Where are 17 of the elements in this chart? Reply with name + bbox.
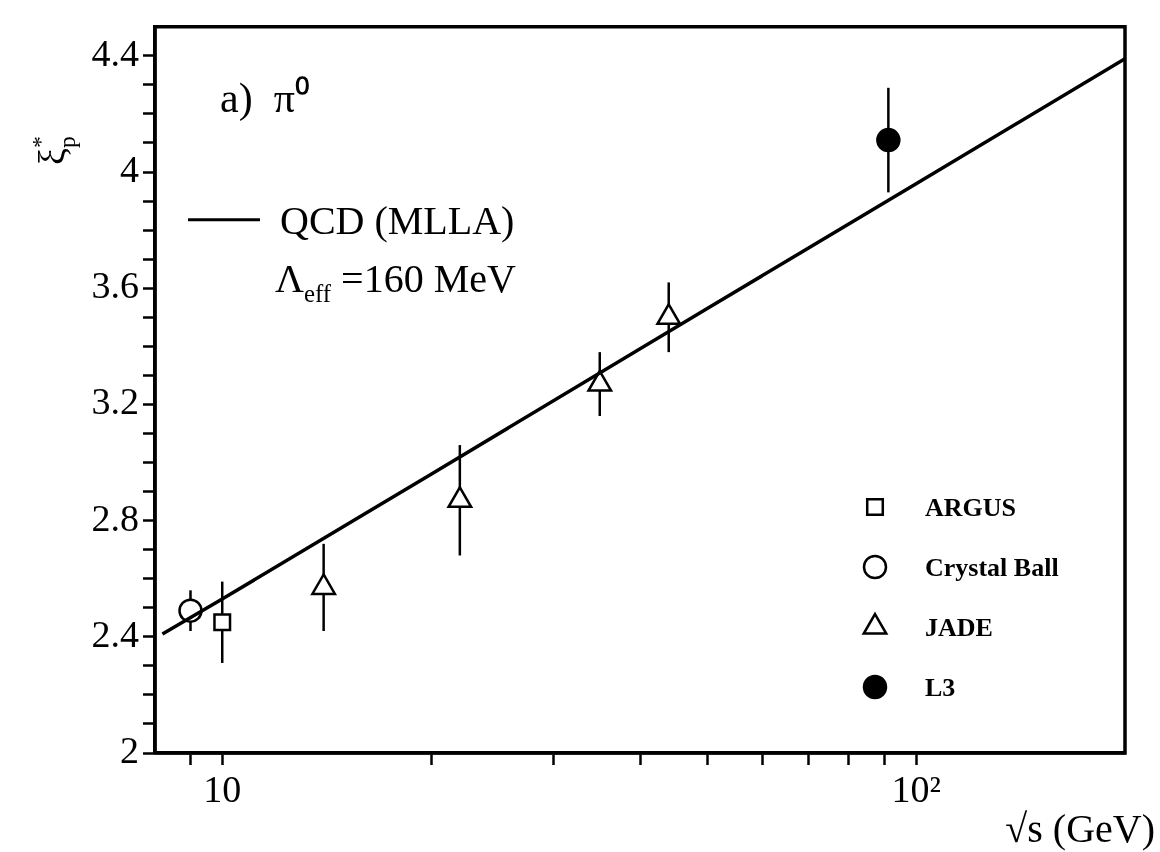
legend-label: ARGUS bbox=[925, 492, 1017, 522]
y-tick-label: 2.4 bbox=[91, 612, 139, 655]
x-axis-title: √s (GeV) bbox=[1005, 806, 1155, 851]
y-tick-label: 4 bbox=[120, 148, 139, 191]
legend-label: L3 bbox=[925, 672, 956, 702]
x-tick-label: 10 bbox=[203, 767, 242, 810]
y-tick-label: 4.4 bbox=[91, 31, 139, 74]
x-tick-label: 10² bbox=[891, 767, 941, 810]
y-tick-label: 2 bbox=[120, 728, 139, 771]
y-tick-label: 2.8 bbox=[91, 496, 139, 539]
y-tick-label: 3.2 bbox=[91, 380, 139, 423]
y-tick-label: 3.6 bbox=[91, 264, 139, 307]
y-axis-title: ξp* bbox=[26, 136, 80, 165]
legend-label: QCD (MLLA) bbox=[280, 197, 515, 243]
legend-label: Crystal Ball bbox=[925, 552, 1059, 582]
legend-label: JADE bbox=[925, 612, 993, 642]
text: a) π⁰ bbox=[220, 74, 310, 122]
